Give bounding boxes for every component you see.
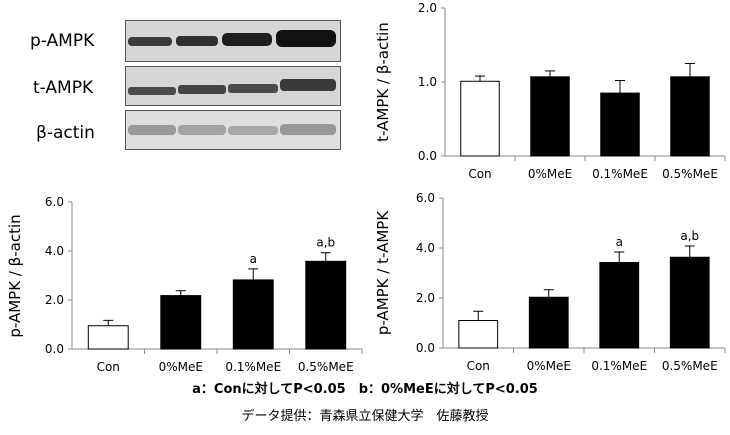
blot-label-t-ampk: t-AMPK xyxy=(33,78,94,98)
bar xyxy=(670,76,710,157)
data-credit: データ提供：青森県立保健大学 佐藤教授 xyxy=(241,409,489,424)
y-tick-label: 2.0 xyxy=(418,1,437,15)
x-tick-label: 0%MeE xyxy=(528,167,572,181)
y-tick-label: 2.0 xyxy=(416,291,435,305)
y-tick-label: 0.0 xyxy=(418,149,437,163)
y-tick-label: 4.0 xyxy=(45,244,64,258)
x-tick-label: 0%MeE xyxy=(159,360,203,374)
blot-label-beta-actin: β-actin xyxy=(36,123,95,143)
blot-bands-beta-actin xyxy=(126,111,340,149)
significance-label: a xyxy=(616,235,623,249)
significance-label: a xyxy=(250,252,257,266)
x-tick-label: 0.5%MeE xyxy=(298,360,354,374)
x-tick-label: 0.1%MeE xyxy=(225,360,281,374)
blot-bands-t-ampk xyxy=(126,67,340,105)
y-tick-label: 1.0 xyxy=(418,75,437,89)
y-tick-label: 0.0 xyxy=(45,342,64,356)
x-tick-label: 0.5%MeE xyxy=(662,167,718,181)
y-axis-label: p-AMPK / β-actin xyxy=(6,214,24,337)
y-tick-label: 6.0 xyxy=(45,195,64,209)
x-tick-label: Con xyxy=(467,359,490,373)
bar xyxy=(599,262,640,349)
bar xyxy=(160,295,202,350)
y-tick-label: 4.0 xyxy=(416,241,435,255)
bar xyxy=(305,260,347,350)
blot-bands-p-ampk xyxy=(126,21,340,61)
y-tick-label: 6.0 xyxy=(416,191,435,205)
x-tick-label: 0.1%MeE xyxy=(592,167,648,181)
x-tick-label: 0.1%MeE xyxy=(591,359,647,373)
x-tick-label: 0%MeE xyxy=(527,359,571,373)
bar xyxy=(460,80,500,157)
blot-image-t-ampk xyxy=(125,66,341,106)
significance-label: a,b xyxy=(680,229,699,243)
bar xyxy=(458,320,499,349)
blot-image-p-ampk xyxy=(125,20,341,62)
y-axis-label: p-AMPK / t-AMPK xyxy=(374,210,392,335)
bar xyxy=(669,256,710,349)
significance-label: a,b xyxy=(316,236,335,250)
significance-footnote: a：Conに対してP<0.05 b：0%MeEに対してP<0.05 xyxy=(192,382,538,397)
y-tick-label: 2.0 xyxy=(45,293,64,307)
y-tick-label: 0.0 xyxy=(416,341,435,355)
bar xyxy=(600,92,640,157)
blot-image-beta-actin xyxy=(125,110,341,150)
bar xyxy=(232,279,274,350)
x-tick-label: Con xyxy=(97,360,120,374)
y-axis-label: t-AMPK / β-actin xyxy=(374,22,392,142)
x-tick-label: 0.5%MeE xyxy=(662,359,718,373)
bar xyxy=(528,296,569,349)
x-tick-label: Con xyxy=(468,167,491,181)
blot-label-p-ampk: p-AMPK xyxy=(30,31,95,51)
